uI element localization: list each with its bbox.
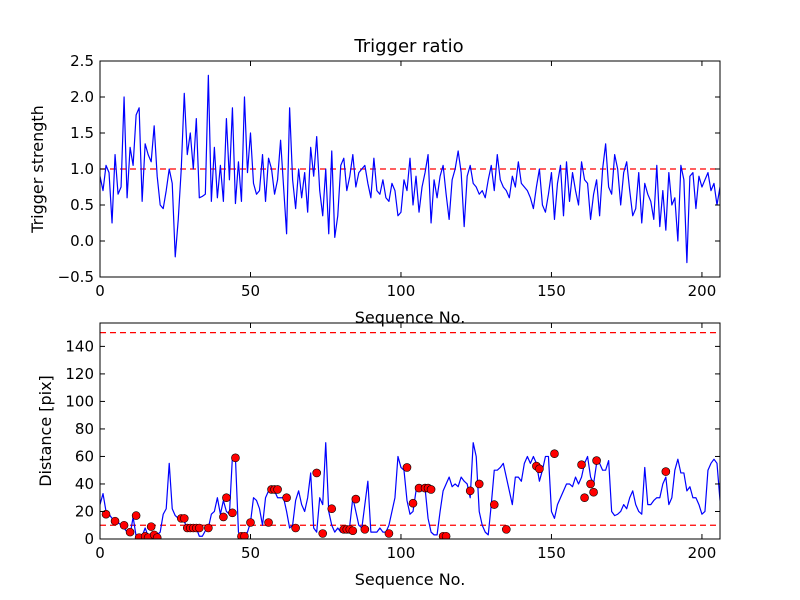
bottom-data-point: [535, 464, 544, 474]
top-x-tick-label: 200: [688, 282, 717, 300]
bottom-data-point: [231, 453, 240, 463]
bottom-data-point: [502, 525, 511, 534]
bottom-data-point: [402, 463, 412, 472]
top-y-tick-label: 1.5: [70, 124, 94, 142]
top-chart: Sequence No. Trigger strength 0 50 100 150 2…: [28, 52, 721, 327]
bottom-data-point: [577, 460, 586, 470]
bottom-data-point: [240, 531, 249, 539]
top-plot-area: [100, 74, 720, 264]
bottom-data-point: [152, 533, 162, 539]
top-x-tick-label: 100: [387, 282, 416, 300]
bottom-data-point: [465, 486, 475, 496]
bottom-data-point: [327, 504, 337, 514]
bottom-data-point: [351, 494, 361, 504]
top-x-tick-label: 150: [537, 282, 566, 300]
bottom-data-point: [291, 523, 300, 533]
bottom-x-tick-label: 100: [387, 544, 416, 562]
top-x-tick-label: 50: [241, 282, 260, 300]
top-y-tick-label: −0.5: [58, 268, 94, 286]
bottom-y-tick-label: 140: [65, 337, 94, 355]
bottom-x-tick-label: 150: [537, 544, 566, 562]
top-y-tick-label: 2.5: [70, 52, 94, 70]
bottom-y-tick-label: 120: [65, 365, 94, 383]
bottom-data-point: [125, 527, 135, 537]
bottom-data-point: [441, 531, 451, 539]
bottom-x-tick-label: 0: [95, 544, 105, 562]
bottom-y-tick-label: 40: [75, 475, 94, 493]
bottom-data-point: [264, 518, 273, 527]
bottom-data-point: [146, 522, 156, 531]
bottom-data-point: [246, 518, 255, 527]
bottom-chart: Sequence No. Distance [pix] 0 50 100 150 200…: [36, 322, 721, 589]
bottom-data-point: [661, 467, 671, 476]
bottom-data-point: [592, 456, 601, 465]
bottom-y-tick-label: 100: [65, 392, 94, 410]
bottom-data-point: [179, 514, 189, 523]
bottom-axes-frame: [99, 322, 721, 540]
bottom-data-point: [312, 468, 321, 478]
bottom-data-point: [273, 485, 282, 494]
bottom-data-point: [408, 498, 418, 508]
bottom-data-point: [282, 493, 291, 503]
top-y-tick-label: 1.0: [70, 160, 94, 178]
bottom-data-point: [228, 508, 237, 518]
bottom-data-point: [550, 449, 559, 459]
bottom-data-point: [474, 479, 484, 489]
top-y-tick-label: 2.0: [70, 88, 94, 106]
bottom-data-point: [219, 512, 228, 522]
bottom-data-point: [101, 509, 111, 519]
bottom-plot-area: [100, 332, 720, 539]
chart-title: Trigger ratio: [353, 36, 463, 57]
bottom-data-point: [384, 529, 394, 538]
bottom-x-tick-label: 50: [241, 544, 260, 562]
bottom-x-axis-label: Sequence No.: [355, 570, 466, 589]
bottom-y-axis-label: Distance [pix]: [36, 375, 55, 487]
bottom-data-point: [131, 511, 141, 520]
bottom-y-tick-label: 0: [84, 530, 94, 548]
bottom-data-point: [110, 516, 120, 526]
bottom-y-tick-label: 80: [75, 420, 94, 438]
bottom-data-point: [222, 493, 231, 503]
top-series-line-0: [100, 74, 720, 264]
top-x-tick-label: 0: [95, 282, 105, 300]
bottom-y-tick-label: 20: [75, 502, 94, 520]
bottom-data-point: [195, 523, 204, 533]
bottom-data-point: [580, 493, 589, 503]
top-y-axis-label: Trigger strength: [28, 105, 47, 234]
top-x-axis-label: Sequence No.: [355, 308, 466, 327]
bottom-data-point: [589, 487, 598, 497]
bottom-data-point: [360, 525, 370, 534]
bottom-data-point: [489, 500, 499, 509]
bottom-data-point: [204, 523, 213, 533]
bottom-data-point: [348, 526, 358, 536]
bottom-data-point: [426, 485, 436, 494]
bottom-data-point: [318, 529, 328, 538]
bottom-data-point: [586, 479, 595, 489]
bottom-y-tick-label: 60: [75, 447, 94, 465]
bottom-x-tick-label: 200: [688, 544, 717, 562]
top-y-tick-label: 0.5: [70, 196, 94, 214]
bottom-data-point: [119, 520, 129, 530]
top-y-tick-label: 0.0: [70, 232, 94, 250]
